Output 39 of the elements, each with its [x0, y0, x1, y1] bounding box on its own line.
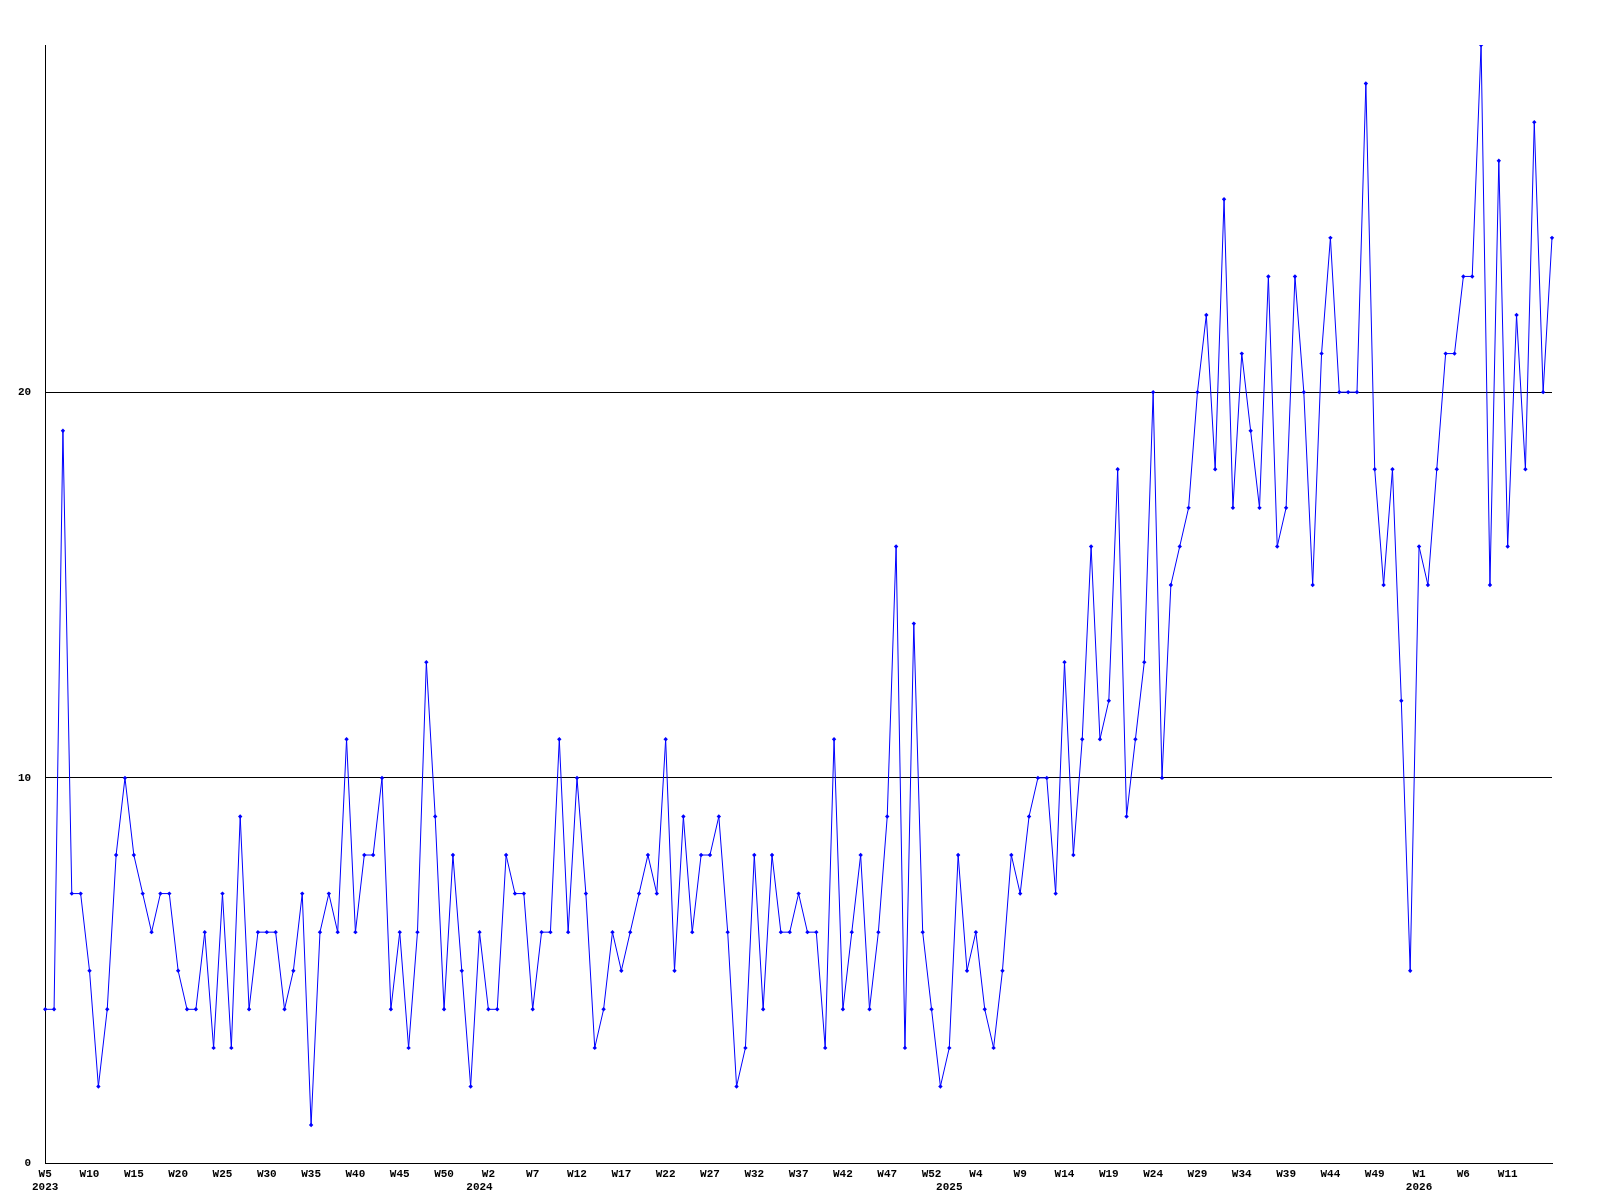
x-tick-label: 2024: [466, 1181, 494, 1194]
x-tick-label: W52: [921, 1167, 942, 1180]
x-tick-label: W17: [611, 1167, 632, 1180]
x-tick-label: W4: [969, 1167, 983, 1180]
x-tick-label: W22: [655, 1167, 676, 1180]
x-tick-label: W45: [389, 1167, 411, 1180]
x-tick-label: W20: [168, 1167, 189, 1180]
x-tick-label: W1 2026: [1405, 1167, 1433, 1194]
x-tick-label: W25: [212, 1167, 233, 1180]
x-tick-label: W9: [1013, 1167, 1027, 1180]
x-tick-label: W11: [1497, 1167, 1518, 1180]
x-tick-label: W50: [434, 1167, 454, 1180]
x-tick-label: W2: [481, 1167, 495, 1180]
x-tick-label: W10: [79, 1167, 100, 1180]
x-tick-label: W35: [301, 1167, 322, 1180]
x-tick-label: W12: [567, 1167, 587, 1180]
x-tick-label: W47: [877, 1167, 898, 1180]
x-tick-label: W27: [700, 1167, 720, 1180]
x-tick-label: W29: [1187, 1167, 1208, 1180]
y-tick-label: 10: [18, 771, 32, 784]
x-tick-label: W14: [1054, 1167, 1075, 1180]
y-tick-label: 0: [24, 1157, 32, 1170]
x-tick-label: W24: [1143, 1167, 1164, 1180]
x-tick-label: W19: [1098, 1167, 1119, 1180]
x-tick-label: W6: [1456, 1167, 1470, 1180]
x-tick-label: W37: [788, 1167, 809, 1180]
x-tick-label: W32: [744, 1167, 765, 1180]
x-tick-label: W40: [345, 1167, 366, 1180]
x-tick-label: W30: [256, 1167, 277, 1180]
x-tick-label: W5 2023: [32, 1167, 59, 1194]
x-tick-label: W39: [1276, 1167, 1296, 1180]
x-tick-label: W15: [123, 1167, 145, 1180]
x-tick-label: W44: [1320, 1167, 1341, 1180]
x-tick-label: W34: [1231, 1167, 1253, 1180]
x-tick-label: W7: [526, 1167, 540, 1180]
x-tick-label: W49: [1364, 1167, 1385, 1180]
x-tick-label: 2025: [936, 1181, 963, 1194]
x-tick-label: W42: [833, 1167, 853, 1180]
y-tick-label: 20: [18, 385, 32, 398]
